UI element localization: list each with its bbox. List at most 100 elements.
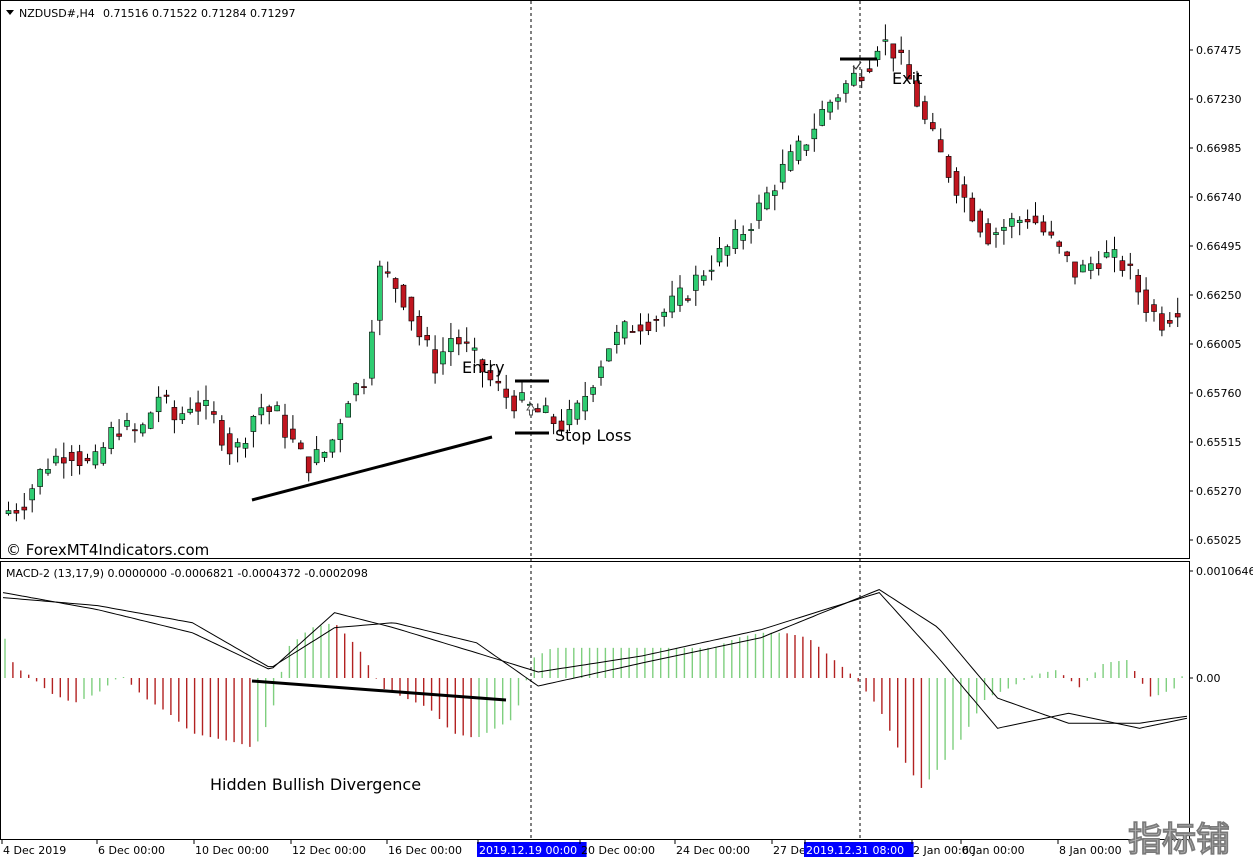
time-tick-label: 6 Dec 00:00 [98, 844, 165, 857]
candle [645, 313, 652, 336]
candle [519, 382, 525, 403]
candle [76, 444, 83, 475]
candle [700, 270, 707, 286]
price-tick-label: 0.66005 [1196, 338, 1242, 351]
price-divergence-line [251, 435, 493, 502]
candle [866, 58, 873, 74]
candle [226, 427, 233, 465]
candle [313, 436, 320, 466]
candle [140, 422, 146, 437]
candle [361, 378, 367, 395]
candle [471, 337, 478, 364]
candle [795, 135, 802, 165]
candle [874, 46, 881, 67]
candle [68, 445, 75, 476]
candle [961, 176, 968, 213]
candle [629, 325, 636, 333]
candle [282, 403, 288, 449]
candle [29, 484, 36, 513]
candle [448, 322, 454, 366]
candle [147, 411, 154, 430]
macd-lines [2, 589, 1188, 729]
time-tick-label: 20 Dec 00:00 [581, 844, 655, 857]
candle [1127, 252, 1134, 280]
macd-main-line [2, 592, 1188, 729]
candle [1024, 209, 1031, 229]
candle [1056, 240, 1062, 254]
candles-group [5, 24, 1181, 522]
price-tick-label: 0.65270 [1196, 485, 1242, 498]
candle [487, 360, 494, 387]
candle [195, 390, 201, 425]
dropdown-arrow-icon[interactable] [6, 10, 14, 15]
candle [258, 393, 265, 425]
time-tick-label: 2019.12.31 08:00 [806, 844, 904, 857]
divergence-label: Hidden Bullish Divergence [210, 775, 421, 794]
candle [305, 456, 312, 482]
price-tick-label: 0.67475 [1196, 44, 1242, 57]
candle [906, 49, 912, 80]
candle [463, 327, 470, 353]
candle [1072, 261, 1078, 285]
candle [53, 448, 59, 466]
candle [416, 310, 423, 346]
candle [1080, 259, 1086, 273]
exit-label: Exit [892, 69, 922, 88]
candle [1111, 236, 1118, 273]
macd-signal-line [2, 589, 1188, 724]
candle [92, 444, 99, 469]
candle [621, 320, 628, 345]
candle [771, 184, 778, 211]
price-tick-label: 0.65515 [1196, 436, 1242, 449]
candle [353, 382, 359, 402]
candle [993, 227, 999, 248]
price-tick-label: 0.66250 [1196, 289, 1242, 302]
candle [108, 421, 114, 455]
candle [179, 406, 186, 424]
candle [740, 225, 747, 250]
time-tick-label: 2019.12.19 00:00 [479, 844, 577, 857]
candle [669, 280, 675, 319]
price-tick-label: 0.66495 [1196, 240, 1242, 253]
candle [1143, 277, 1149, 322]
macd-axis: 0.0010646 0.00 [1189, 565, 1253, 685]
candle [819, 100, 826, 127]
indicator-pane[interactable] [0, 561, 1190, 840]
candle [479, 358, 486, 388]
candle [211, 401, 217, 424]
candle [708, 255, 715, 281]
time-highlight [477, 842, 587, 857]
candle [977, 208, 984, 238]
candle [858, 69, 865, 89]
candle [811, 113, 818, 152]
candle [1040, 215, 1047, 236]
candle [779, 149, 786, 190]
time-tick-label: 6 Jan 00:00 [962, 844, 1025, 857]
candle [1095, 251, 1102, 276]
candle [242, 437, 249, 458]
candle [598, 360, 604, 386]
candle [124, 412, 130, 431]
candle [511, 390, 517, 419]
candle [724, 244, 731, 267]
candle [542, 397, 549, 414]
candle [953, 167, 960, 204]
candle [550, 413, 557, 435]
candle [732, 219, 739, 254]
candle [203, 385, 209, 420]
candle [969, 192, 976, 223]
candle [187, 397, 193, 415]
symbol-title: NZDUSD#,H4 [19, 7, 95, 20]
candle [1174, 297, 1181, 327]
candle [827, 99, 833, 120]
time-tick-label: 12 Dec 00:00 [292, 844, 366, 857]
candle [985, 218, 991, 246]
macd-divergence-line [251, 679, 507, 702]
time-tick-label: 2 Jan 00:00 [913, 844, 976, 857]
candle [787, 144, 794, 172]
candle [850, 65, 857, 87]
candle [376, 260, 383, 336]
price-pane[interactable] [0, 0, 1190, 559]
price-axis: 0.67475 0.67230 0.66985 0.66740 0.66495 0.662… [1189, 44, 1242, 547]
